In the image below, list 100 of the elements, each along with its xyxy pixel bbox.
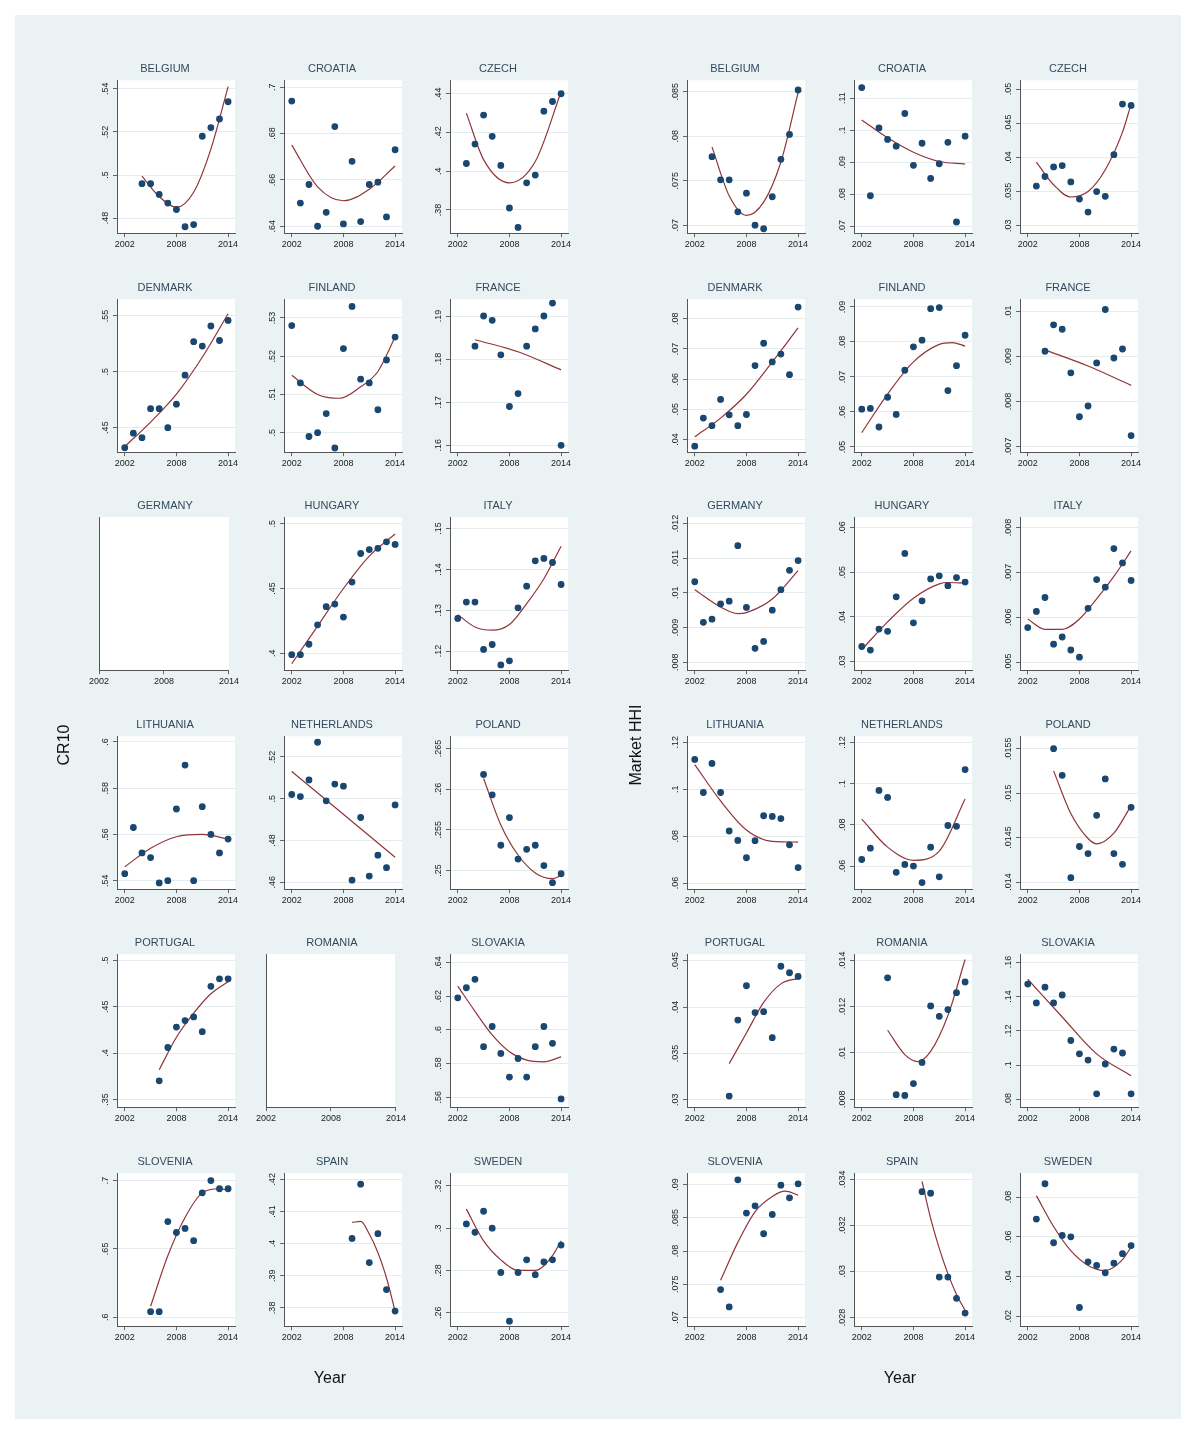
x-tick-label: 2002 xyxy=(1017,239,1038,250)
chart-title: SWEDEN xyxy=(1043,1154,1093,1167)
y-tick-label: .06 xyxy=(1003,1230,1014,1243)
y-tick-label: .0145 xyxy=(1003,825,1014,849)
x-tick-label: 2002 xyxy=(1017,1331,1038,1342)
chart-title: SLOVENIA xyxy=(707,1154,764,1167)
x-tick-label: 2014 xyxy=(954,1331,975,1342)
y-tick-label: .09 xyxy=(670,1177,681,1191)
y-tick-label: .48 xyxy=(266,833,277,847)
chart-title: ITALY xyxy=(1053,498,1084,511)
y-tick-label: .07 xyxy=(836,219,847,233)
y-tick-label: .52 xyxy=(266,750,277,763)
y-tick-label: .64 xyxy=(433,956,444,969)
x-tick-label: 2014 xyxy=(1121,894,1142,905)
y-tick-label: .05 xyxy=(1003,82,1014,96)
x-tick-label: 2014 xyxy=(788,239,809,250)
y-tick-label: .1 xyxy=(1003,1061,1014,1069)
chart-title: SPAIN xyxy=(885,1154,918,1167)
y-tick-label: .01 xyxy=(670,586,681,600)
x-tick-label: 2014 xyxy=(551,457,572,468)
y-tick-label: .008 xyxy=(836,1090,847,1109)
y-tick-label: .008 xyxy=(670,653,681,671)
x-tick-label: 2008 xyxy=(499,894,520,905)
y-tick-label: .08 xyxy=(670,1244,681,1257)
y-tick-label: .07 xyxy=(670,218,681,232)
y-tick-label: .06 xyxy=(836,405,847,418)
x-tick-label: 2014 xyxy=(384,1331,405,1342)
y-tick-label: .64 xyxy=(266,219,277,233)
y-tick-label: .6 xyxy=(433,1026,444,1034)
y-tick-label: .6 xyxy=(100,737,111,746)
x-tick-label: 2002 xyxy=(281,1331,302,1342)
y-tick-label: .4 xyxy=(266,1239,277,1247)
y-tick-label: .25 xyxy=(433,863,444,877)
chart-title: HUNGARY xyxy=(304,498,360,511)
x-tick-label: 2014 xyxy=(788,457,809,468)
x-tick-label: 2008 xyxy=(1069,894,1090,905)
y-tick-label: .01 xyxy=(836,1046,847,1060)
x-tick-label: 2014 xyxy=(551,894,572,905)
y-tick-label: .075 xyxy=(670,1275,681,1293)
x-tick-label: 2002 xyxy=(114,894,135,905)
y-tick-label: .08 xyxy=(670,129,681,143)
y-tick-label: .009 xyxy=(1003,347,1014,365)
x-tick-label: 2008 xyxy=(902,1331,923,1342)
x-tick-label: 2002 xyxy=(684,1331,705,1342)
y-tick-label: .3 xyxy=(433,1223,444,1232)
x-tick-label: 2014 xyxy=(551,239,572,250)
y-tick-label: .5 xyxy=(266,519,277,528)
x-tick-label: 2008 xyxy=(332,1331,353,1342)
x-tick-label: 2002 xyxy=(684,894,705,905)
y-tick-label: .04 xyxy=(1003,1269,1014,1283)
y-tick-label: .19 xyxy=(433,309,444,322)
y-tick-label: .04 xyxy=(670,1000,681,1014)
x-tick-label: 2008 xyxy=(902,676,923,687)
chart-title: NETHERLANDS xyxy=(290,717,373,730)
y-tick-label: .62 xyxy=(433,989,444,1003)
y-tick-label: .09 xyxy=(836,300,847,313)
y-tick-label: .1 xyxy=(670,784,681,793)
y-tick-label: .0155 xyxy=(1003,736,1014,760)
x-tick-label: 2002 xyxy=(281,239,302,250)
x-tick-label: 2014 xyxy=(551,1113,572,1124)
y-tick-label: .012 xyxy=(836,997,847,1016)
y-tick-label: .08 xyxy=(670,829,681,842)
chart-title: SPAIN xyxy=(315,1154,348,1167)
x-tick-label: 2002 xyxy=(447,239,468,250)
y-tick-label: .035 xyxy=(1003,182,1014,201)
x-tick-label: 2002 xyxy=(684,1113,705,1124)
y-tick-label: .12 xyxy=(836,735,847,749)
x-tick-label: 2014 xyxy=(954,239,975,250)
y-tick-label: .5 xyxy=(100,956,111,965)
x-tick-label: 2002 xyxy=(684,457,705,468)
x-tick-label: 2014 xyxy=(218,239,239,250)
x-tick-label: 2014 xyxy=(384,676,405,687)
y-tick-label: .4 xyxy=(100,1049,111,1057)
y-tick-label: .48 xyxy=(100,211,111,225)
x-tick-label: 2008 xyxy=(1069,1113,1090,1124)
y-tick-label: .66 xyxy=(266,173,277,187)
x-tick-label: 2008 xyxy=(332,894,353,905)
y-tick-label: .14 xyxy=(433,563,444,576)
x-tick-label: 2008 xyxy=(902,894,923,905)
chart-title: GERMANY xyxy=(707,498,764,511)
chart-title: FRANCE xyxy=(475,280,521,293)
y-tick-label: .255 xyxy=(433,820,444,839)
y-tick-label: .1 xyxy=(836,779,847,787)
x-tick-label: 2014 xyxy=(218,1331,239,1342)
x-tick-label: 2008 xyxy=(1069,1331,1090,1342)
chart-title: LITHUANIA xyxy=(706,717,765,730)
x-tick-label: 2008 xyxy=(1069,676,1090,687)
y-tick-label: .265 xyxy=(433,739,444,757)
y-tick-label: .58 xyxy=(433,1057,444,1070)
y-tick-label: .014 xyxy=(836,951,847,969)
y-tick-label: .5 xyxy=(266,794,277,802)
y-tick-label: .075 xyxy=(670,171,681,190)
y-tick-label: .02 xyxy=(1003,1309,1014,1323)
x-tick-label: 2008 xyxy=(736,676,757,687)
y-tick-label: .08 xyxy=(836,187,847,201)
chart-title: BELGIUM xyxy=(710,61,760,74)
y-tick-label: .05 xyxy=(670,402,681,416)
chart-title: LITHUANIA xyxy=(136,717,195,730)
y-tick-label: .26 xyxy=(433,782,444,795)
y-tick-label: .51 xyxy=(266,387,277,401)
